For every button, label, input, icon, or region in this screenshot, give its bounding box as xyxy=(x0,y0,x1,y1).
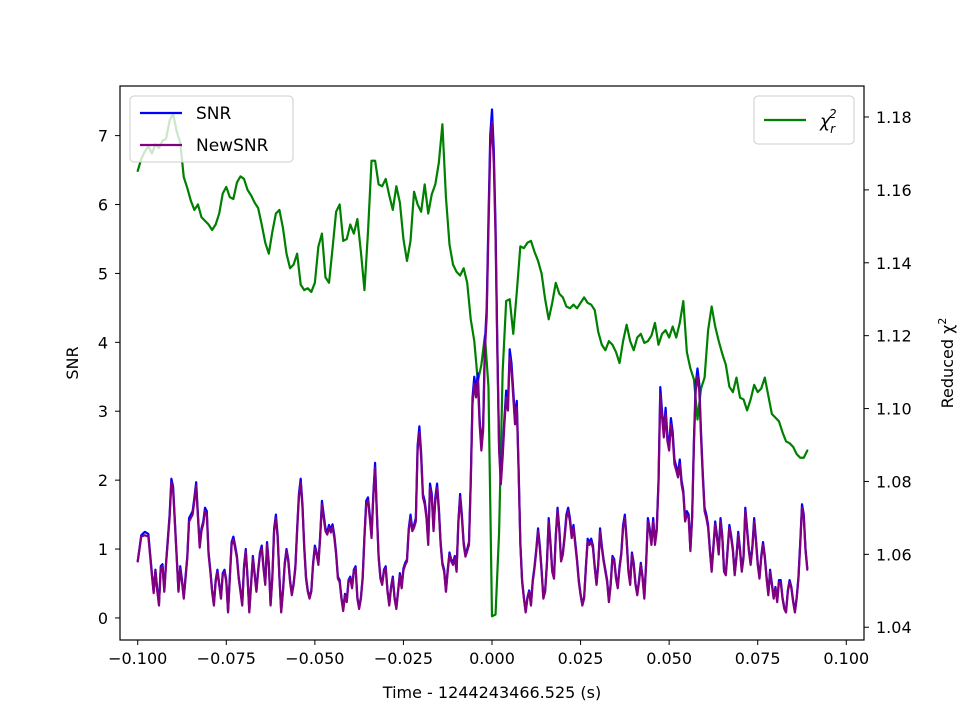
x-tick-label: 0.000 xyxy=(469,649,515,668)
x-tick-label: −0.025 xyxy=(374,649,433,668)
y-right-tick-label: 1.12 xyxy=(876,327,912,346)
y-right-tick-label: 1.16 xyxy=(876,181,912,200)
x-axis-ticks: −0.100 −0.075 −0.050 −0.025 0.000 0.025 0.050 0… xyxy=(108,640,869,668)
x-tick-label: −0.100 xyxy=(108,649,167,668)
y-right-tick-label: 1.10 xyxy=(876,400,912,419)
y-left-tick-label: 5 xyxy=(98,264,108,283)
y-right-axis-title-text: Reduced χ xyxy=(938,325,957,409)
y-left-tick-label: 2 xyxy=(98,471,108,490)
plot-area xyxy=(119,85,865,641)
y-right-axis-title: Reduced χ2 xyxy=(936,318,957,409)
legend-label-newsnr: NewSNR xyxy=(196,136,269,156)
y-left-axis-ticks: 0 1 2 3 4 5 6 7 xyxy=(98,127,120,628)
legend-right: χr2 xyxy=(753,95,855,145)
y-left-tick-label: 6 xyxy=(98,196,108,215)
x-tick-label: 0.075 xyxy=(735,649,781,668)
x-tick-label: −0.075 xyxy=(197,649,256,668)
x-axis-title: Time - 1244243466.525 (s) xyxy=(382,683,601,702)
y-right-tick-label: 1.14 xyxy=(876,254,912,273)
y-right-axis-ticks: 1.04 1.06 1.08 1.10 1.12 1.14 1.16 1.18 xyxy=(864,108,912,637)
x-tick-label: 0.100 xyxy=(823,649,869,668)
legend-label-chi2: χr2 xyxy=(819,107,837,136)
y-left-tick-label: 7 xyxy=(98,127,108,146)
x-tick-label: 0.025 xyxy=(558,649,604,668)
y-left-axis-title: SNR xyxy=(63,346,82,379)
y-right-axis-title-sup: 2 xyxy=(936,318,949,325)
legend-label-chi2-main: χ xyxy=(819,112,831,132)
y-right-tick-label: 1.06 xyxy=(876,545,912,564)
series-line-chi2 xyxy=(136,112,809,618)
y-right-tick-label: 1.08 xyxy=(876,472,912,491)
x-tick-label: 0.050 xyxy=(646,649,692,668)
y-left-tick-label: 4 xyxy=(98,333,108,352)
legend-label-snr: SNR xyxy=(196,104,232,124)
legend-label-chi2-sup: 2 xyxy=(829,107,837,121)
y-left-tick-label: 0 xyxy=(98,609,108,628)
y-left-tick-label: 3 xyxy=(98,402,108,421)
y-right-tick-label: 1.18 xyxy=(876,108,912,127)
y-right-tick-label: 1.04 xyxy=(876,618,912,637)
legend-left: SNR NewSNR xyxy=(129,95,294,163)
series-line-newsnr xyxy=(136,120,809,614)
series-layer xyxy=(136,108,809,618)
y-left-tick-label: 1 xyxy=(98,540,108,559)
x-tick-label: −0.050 xyxy=(285,649,344,668)
legend-label-chi2-sub: r xyxy=(830,122,836,136)
